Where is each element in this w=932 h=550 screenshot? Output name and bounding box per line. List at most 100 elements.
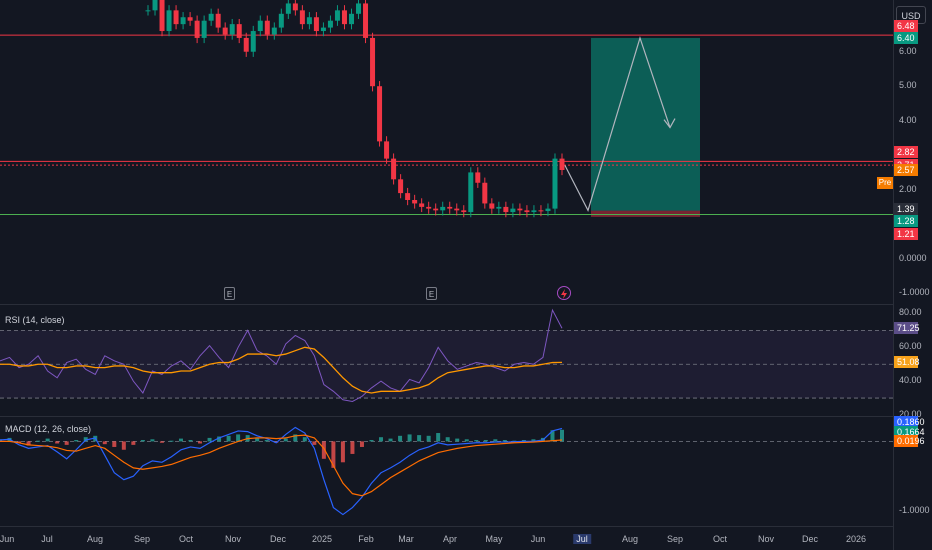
long-position-profit-zone — [591, 37, 700, 211]
candle-body — [377, 86, 383, 142]
price-badge: 6.48 — [894, 19, 918, 32]
price-tick-label: 0.0000 — [899, 252, 927, 263]
macd-histogram-bar — [521, 439, 526, 442]
macd-histogram-bar — [379, 437, 384, 442]
forecast-arrow-head — [663, 118, 676, 129]
time-axis-label: Dec — [269, 534, 287, 544]
macd-histogram-bar — [131, 441, 136, 445]
time-axis-label: May — [485, 534, 503, 544]
price-badge: 1.28 — [894, 214, 918, 227]
macd-histogram-bar — [502, 439, 507, 442]
candle-body — [215, 13, 221, 28]
candle-body — [468, 172, 474, 213]
price-badge: 2.82 — [894, 145, 918, 158]
macd-histogram-bar — [150, 439, 155, 442]
macd-histogram-bar — [217, 436, 222, 442]
macd-histogram-bar — [226, 435, 231, 442]
time-axis-label: Apr — [442, 534, 458, 544]
candle-body — [264, 20, 270, 35]
macd-histogram-bar — [112, 441, 117, 447]
time-axis-label: Sep — [133, 534, 151, 544]
macd-title[interactable]: MACD (12, 26, close) — [5, 424, 92, 434]
macd-histogram-bar — [340, 441, 345, 463]
rsi-tick-label: 60.00 — [899, 341, 922, 352]
candle-body — [313, 17, 319, 32]
price-badge: 6.40 — [894, 31, 918, 44]
candle-body — [356, 3, 362, 14]
candle-body — [341, 10, 347, 25]
macd-histogram-bar — [417, 435, 422, 442]
candle-body — [538, 210, 544, 212]
time-axis-label: 2025 — [311, 534, 333, 544]
earnings-event-icon[interactable]: E — [224, 287, 235, 300]
candle-body — [440, 206, 446, 211]
candle-body — [489, 203, 495, 209]
candle-body — [391, 158, 397, 180]
signal-line — [0, 434, 563, 497]
macd-histogram-bar — [283, 438, 288, 442]
candle-body — [524, 210, 530, 213]
candle-body — [531, 210, 537, 213]
time-axis-label: Feb — [358, 534, 374, 544]
macd-badge: 0.0196 — [894, 435, 925, 448]
macd-histogram-bar — [483, 439, 488, 442]
macd-histogram-bar — [407, 434, 412, 442]
candle-body — [482, 182, 488, 204]
candle-body — [299, 10, 305, 25]
macd-badge: 0.1664 — [894, 425, 925, 438]
time-axis-label: Aug — [621, 534, 639, 544]
macd-histogram-bar — [350, 441, 355, 454]
macd-histogram-bar — [321, 441, 326, 459]
lightning-icon — [561, 289, 567, 299]
candle-body — [285, 3, 291, 14]
pane-separator-rsi[interactable] — [0, 304, 932, 305]
price-tick-label: -1.0000 — [899, 287, 930, 298]
macd-histogram-bar — [388, 438, 393, 442]
time-axis-label: Oct — [178, 534, 194, 544]
candle-body — [384, 141, 390, 159]
macd-badge: 0.1860 — [894, 415, 925, 428]
candle-body — [145, 10, 151, 12]
macd-histogram-bar — [302, 437, 307, 442]
rsi-badge: 51.08 — [894, 356, 920, 369]
candle-body — [271, 27, 277, 35]
candle-body — [194, 20, 200, 38]
macd-histogram-bar — [550, 430, 555, 442]
rsi-title[interactable]: RSI (14, close) — [5, 315, 65, 325]
candle-body — [208, 13, 214, 21]
earnings-event-icon[interactable]: E — [426, 287, 437, 300]
pane-separator-macd[interactable] — [0, 416, 932, 417]
macd-histogram-bar — [560, 429, 564, 442]
candle-body — [454, 208, 460, 211]
macd-histogram-bar — [121, 441, 126, 450]
macd-histogram-bar — [64, 441, 69, 445]
macd-histogram-bar — [464, 439, 469, 442]
macd-histogram-bar — [369, 439, 374, 442]
macd-histogram-bar — [55, 441, 60, 444]
macd-histogram-bar — [398, 435, 403, 442]
candle-body — [257, 20, 263, 32]
macd-histogram-bar — [531, 439, 536, 442]
candle-body — [398, 179, 404, 194]
macd-histogram-bar — [455, 438, 460, 442]
macd-histogram-bar — [331, 441, 336, 468]
price-tick-label: 2.00 — [899, 183, 917, 194]
candle-body — [166, 10, 172, 32]
time-axis-label: Oct — [712, 534, 728, 544]
candle-body — [180, 17, 186, 25]
price-scale[interactable] — [893, 0, 932, 550]
long-position-stop-zone — [591, 210, 700, 217]
candle-body — [306, 17, 312, 25]
candle-body — [552, 158, 558, 209]
macd-histogram-bar — [255, 437, 260, 442]
macd-histogram-bar — [445, 437, 450, 442]
macd-histogram-bar — [169, 440, 174, 442]
macd-histogram-bar — [188, 439, 193, 442]
macd-histogram-bar — [436, 433, 441, 442]
time-axis-label: Jun — [0, 534, 15, 544]
split-event-icon[interactable] — [557, 286, 571, 300]
time-axis-label: Sep — [666, 534, 684, 544]
candle-body — [405, 193, 411, 200]
price-badge: 1.21 — [894, 227, 918, 240]
